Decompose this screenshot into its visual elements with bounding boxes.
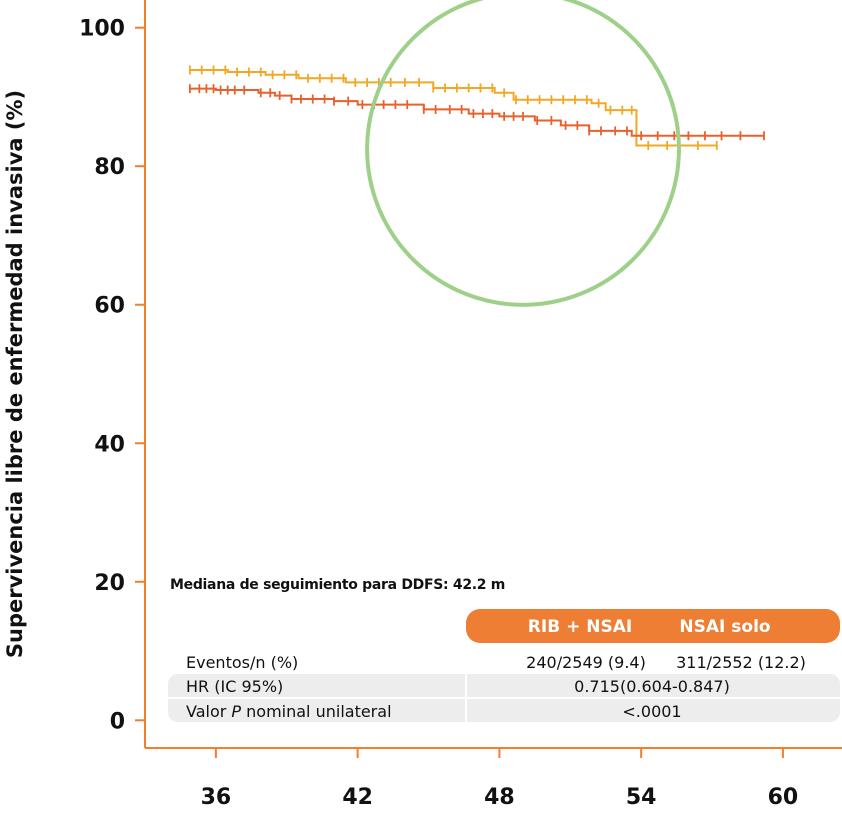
x-tick-label: 54	[626, 785, 657, 810]
table-row: Eventos/n (%) 240/2549 (9.4) 311/2552 (1…	[186, 653, 806, 672]
x-tick-label: 60	[768, 785, 799, 810]
highlight-circle	[365, 0, 681, 307]
row-label-pvalue-prefix: Valor	[186, 702, 231, 721]
x-tick-label: 36	[201, 785, 232, 810]
y-ticks: 0 20 40 60 80 100	[79, 17, 145, 734]
header-nsai-solo: NSAI solo	[679, 617, 770, 637]
y-tick-label: 20	[94, 571, 125, 596]
series-line-nsai	[189, 68, 717, 147]
cell-events-rib: 240/2549 (9.4)	[526, 653, 646, 672]
annotation-layer	[365, 0, 681, 307]
cell-events-nsai: 311/2552 (12.2)	[676, 653, 806, 672]
cell-pvalue: <.0001	[622, 702, 681, 721]
y-tick-label: 0	[110, 709, 125, 734]
axes	[144, 0, 842, 749]
table-header-bar	[466, 609, 840, 643]
follow-up-note: Mediana de seguimiento para DDFS: 42.2 m	[170, 577, 505, 593]
y-tick-label: 40	[94, 432, 125, 457]
x-ticks: 36 42 48 54 60	[201, 748, 799, 810]
table-row: Valor P nominal unilateral <.0001	[186, 702, 682, 721]
y-tick-label: 60	[94, 294, 125, 319]
x-tick-label: 48	[484, 785, 515, 810]
row-label-pvalue: Valor P nominal unilateral	[186, 702, 392, 721]
y-tick-label: 100	[79, 17, 125, 42]
series-nsai	[188, 65, 718, 150]
row-label-pvalue-suffix: nominal unilateral	[241, 702, 391, 721]
row-label-events: Eventos/n (%)	[186, 653, 298, 672]
y-tick-label: 80	[94, 155, 125, 180]
row-label-pvalue-italic: P	[231, 702, 241, 721]
stats-table: RIB + NSAI NSAI solo Eventos/n (%) 240/2…	[168, 609, 840, 722]
table-row: HR (IC 95%) 0.715(0.604-0.847)	[186, 677, 730, 696]
series-rib	[188, 84, 765, 141]
row-label-hr: HR (IC 95%)	[186, 677, 283, 696]
x-tick-label: 42	[342, 785, 373, 810]
header-rib-nsai: RIB + NSAI	[528, 617, 632, 637]
cell-hr-value: 0.715(0.604-0.847)	[574, 677, 730, 696]
y-axis-label: Supervivencia libre de enfermedad invasi…	[3, 90, 27, 658]
series-layer	[188, 65, 765, 150]
